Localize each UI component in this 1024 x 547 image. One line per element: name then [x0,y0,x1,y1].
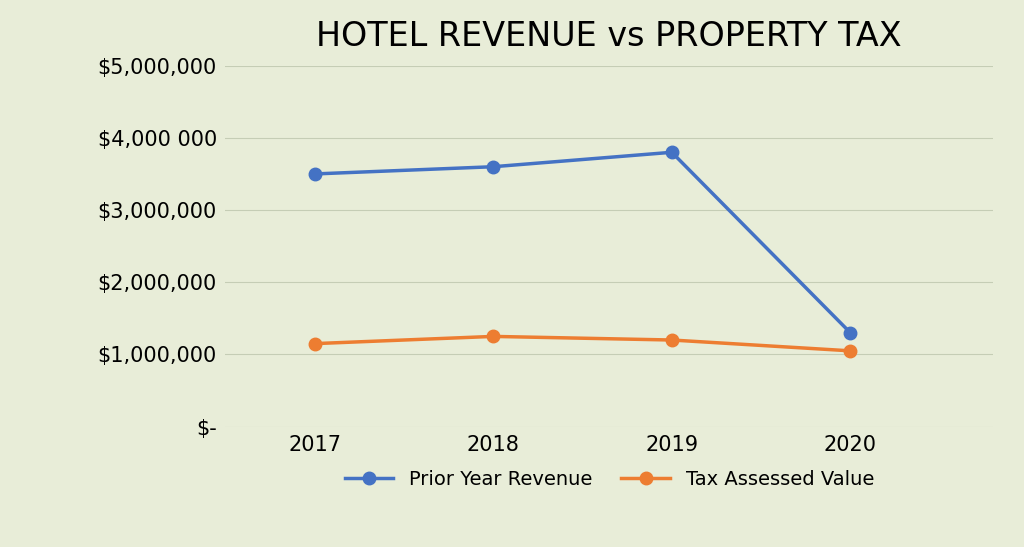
Prior Year Revenue [844,329,856,336]
Tax Assessed Value [487,333,500,340]
Prior Year Revenue [308,171,321,177]
Tax Assessed Value [666,337,678,344]
Tax Assessed Value [308,340,321,347]
Prior Year Revenue [666,149,678,155]
Line: Tax Assessed Value: Tax Assessed Value [308,330,857,357]
Prior Year Revenue [487,164,500,170]
Title: HOTEL REVENUE vs PROPERTY TAX: HOTEL REVENUE vs PROPERTY TAX [316,20,902,53]
Legend: Prior Year Revenue, Tax Assessed Value: Prior Year Revenue, Tax Assessed Value [337,462,882,496]
Tax Assessed Value [844,347,856,354]
Line: Prior Year Revenue: Prior Year Revenue [308,146,857,339]
